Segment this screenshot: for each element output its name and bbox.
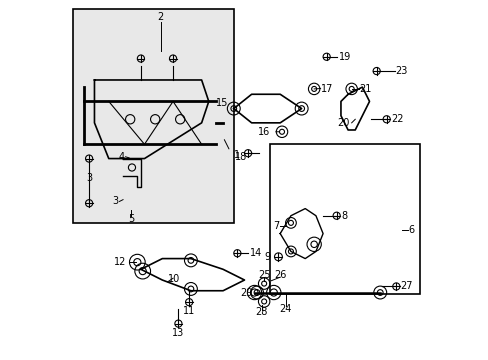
Text: 12: 12 (114, 257, 126, 267)
Text: 9: 9 (264, 252, 270, 262)
Text: 1: 1 (233, 150, 240, 160)
Text: 6: 6 (408, 225, 414, 235)
Text: 28: 28 (255, 307, 267, 317)
Text: 16: 16 (258, 127, 279, 137)
FancyBboxPatch shape (269, 144, 419, 294)
Text: 13: 13 (172, 328, 184, 338)
Text: 7: 7 (273, 221, 279, 231)
Text: 18: 18 (235, 152, 247, 162)
Text: 21: 21 (359, 84, 371, 94)
Text: 19: 19 (339, 52, 351, 62)
Text: 15: 15 (216, 98, 234, 108)
Text: 25: 25 (257, 270, 270, 280)
FancyBboxPatch shape (73, 9, 233, 223)
Text: 8: 8 (340, 211, 346, 221)
Text: 17: 17 (321, 84, 333, 94)
Text: 14: 14 (249, 248, 261, 258)
Text: 10: 10 (167, 274, 180, 284)
Text: 2: 2 (157, 13, 163, 22)
Text: 3: 3 (86, 173, 92, 183)
Text: 29: 29 (240, 288, 252, 297)
Text: 24: 24 (279, 303, 291, 314)
Text: 22: 22 (390, 114, 403, 124)
Text: 23: 23 (394, 66, 407, 76)
Text: 3: 3 (112, 197, 119, 206)
Text: 5: 5 (127, 214, 134, 224)
Text: 20: 20 (337, 118, 349, 128)
Text: 27: 27 (400, 282, 412, 292)
Text: 11: 11 (183, 306, 195, 316)
Text: 26: 26 (273, 270, 286, 280)
Text: 4: 4 (119, 152, 124, 162)
